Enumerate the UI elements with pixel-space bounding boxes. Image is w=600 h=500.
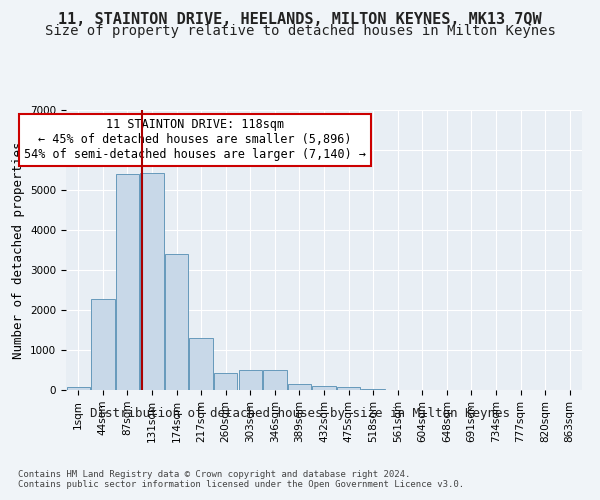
Text: Distribution of detached houses by size in Milton Keynes: Distribution of detached houses by size … bbox=[90, 408, 510, 420]
Bar bbox=[214, 373, 238, 390]
Text: Size of property relative to detached houses in Milton Keynes: Size of property relative to detached ho… bbox=[44, 24, 556, 38]
Bar bbox=[165, 254, 188, 390]
Bar bbox=[313, 386, 335, 390]
Text: 11 STAINTON DRIVE: 118sqm
← 45% of detached houses are smaller (5,896)
54% of se: 11 STAINTON DRIVE: 118sqm ← 45% of detac… bbox=[24, 118, 366, 162]
Bar bbox=[337, 387, 360, 390]
Text: Contains HM Land Registry data © Crown copyright and database right 2024.
Contai: Contains HM Land Registry data © Crown c… bbox=[18, 470, 464, 490]
Bar bbox=[263, 370, 287, 390]
Bar bbox=[67, 387, 90, 390]
Y-axis label: Number of detached properties: Number of detached properties bbox=[11, 141, 25, 359]
Bar bbox=[288, 384, 311, 390]
Text: 11, STAINTON DRIVE, HEELANDS, MILTON KEYNES, MK13 7QW: 11, STAINTON DRIVE, HEELANDS, MILTON KEY… bbox=[58, 12, 542, 28]
Bar bbox=[116, 174, 139, 390]
Bar bbox=[140, 173, 164, 390]
Bar bbox=[239, 370, 262, 390]
Bar bbox=[361, 389, 385, 390]
Bar bbox=[190, 338, 213, 390]
Bar bbox=[91, 299, 115, 390]
